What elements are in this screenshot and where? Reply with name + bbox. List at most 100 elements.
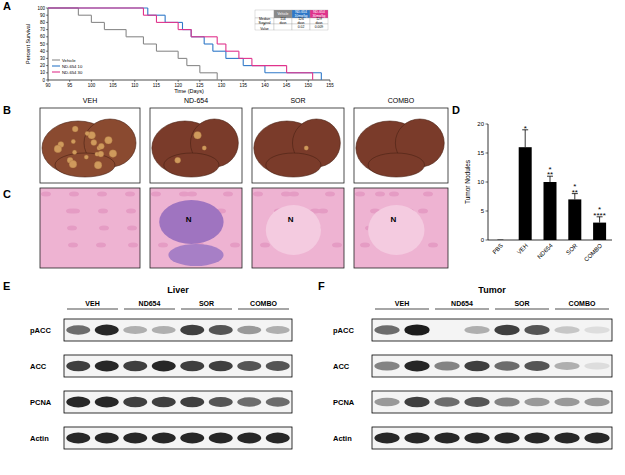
- significance: *: [573, 182, 576, 191]
- nodule: [194, 131, 202, 139]
- x-tick: [113, 80, 114, 82]
- group-underline: [375, 309, 429, 310]
- legend-label: ND-654 30: [62, 70, 83, 75]
- figure: ABCDEF0102030405060708090100909510010511…: [0, 0, 625, 475]
- x-tick: [221, 80, 222, 82]
- plot-area: [48, 8, 321, 80]
- band: [464, 361, 489, 371]
- histology-frame: [354, 188, 448, 268]
- legend: VehicleND-654 10ND-654 30: [52, 58, 83, 75]
- step-riser: [156, 15, 157, 22]
- y-axis-title: Percent Survival: [25, 24, 31, 64]
- panel-letter: D: [452, 104, 460, 116]
- y-tick-label: 80: [40, 20, 46, 25]
- band: [209, 397, 233, 407]
- nodule: [98, 143, 104, 149]
- nodule: [72, 126, 78, 132]
- group-underline: [495, 309, 549, 310]
- y-tick-label: 50: [40, 42, 46, 47]
- band: [554, 433, 579, 444]
- band: [152, 433, 176, 444]
- tissue-texture: [125, 192, 135, 197]
- text-line: Vehicle: [278, 12, 289, 16]
- group-underline: [238, 309, 289, 310]
- blot-strip: [372, 355, 612, 377]
- liver-lobe: [368, 153, 424, 177]
- x-tick-label: PBS: [491, 242, 504, 255]
- x-tick: [91, 80, 92, 82]
- x-axis: [48, 80, 330, 81]
- plot-area: [497, 130, 606, 240]
- tissue-texture: [66, 209, 76, 214]
- band: [494, 433, 519, 444]
- tissue-texture: [360, 243, 370, 248]
- group-underline: [124, 309, 175, 310]
- table-cell: [310, 24, 328, 30]
- photo-frame: [40, 108, 140, 183]
- step-segment: [156, 51, 178, 52]
- significance: *: [548, 165, 551, 174]
- bar: [494, 240, 507, 241]
- band: [266, 433, 290, 444]
- blot-strip: [372, 427, 612, 449]
- step-riser: [178, 51, 179, 58]
- x-tick: [134, 80, 135, 82]
- step-riser: [126, 30, 127, 37]
- bar: [593, 223, 606, 240]
- x-tick-label: 105: [109, 83, 117, 88]
- photo-frame: [252, 108, 344, 183]
- error-bar: [497, 240, 503, 241]
- tissue-texture: [68, 243, 78, 248]
- step-riser: [312, 73, 313, 80]
- y-tick-label: 15: [477, 150, 484, 156]
- band: [494, 361, 519, 370]
- step-riser: [264, 66, 265, 73]
- row-label: PCNA: [30, 398, 52, 407]
- band: [180, 325, 204, 335]
- band: [66, 397, 90, 408]
- y-tick-label: 90: [40, 13, 46, 18]
- y-axis-title: Tumor Nodules: [464, 159, 471, 204]
- legend-swatch: [52, 59, 60, 60]
- tumor-region: [168, 244, 223, 266]
- y-tick: [46, 8, 48, 9]
- y-tick: [46, 51, 48, 52]
- step-riser: [225, 51, 226, 58]
- step-riser: [251, 58, 252, 65]
- tissue-texture: [98, 209, 108, 214]
- band: [209, 361, 233, 371]
- nodule: [105, 136, 113, 144]
- x-tick-label: 145: [283, 83, 291, 88]
- x-tick-label: VEH: [516, 242, 529, 255]
- tissue-texture: [96, 243, 106, 248]
- blot-strip: [372, 319, 612, 341]
- band: [123, 361, 147, 371]
- band: [152, 397, 176, 407]
- blot-strip: [64, 319, 292, 341]
- histology-frame: [40, 188, 140, 268]
- tissue-texture: [325, 192, 335, 197]
- necrosis-mark: N: [186, 215, 192, 224]
- bar: [519, 147, 532, 240]
- x-tick: [243, 80, 244, 82]
- row-label: PCNA: [333, 398, 355, 407]
- band: [237, 361, 261, 371]
- group-underline: [181, 309, 232, 310]
- tissue-texture: [69, 192, 79, 197]
- step-riser: [178, 22, 179, 29]
- blot-title: Liver: [167, 285, 189, 295]
- x-tick-label: 100: [88, 83, 96, 88]
- x-tick-label: COMBO: [583, 242, 604, 263]
- group-underline: [67, 309, 118, 310]
- y-tick: [46, 72, 48, 73]
- step-segment: [213, 51, 226, 52]
- band: [180, 361, 204, 371]
- survival-chart: 0102030405060708090100909510010511011512…: [25, 6, 334, 94]
- y-tick-label: 30: [40, 56, 46, 61]
- band: [66, 433, 90, 444]
- nodule: [72, 150, 76, 154]
- tissue-texture: [418, 209, 428, 214]
- group-label: COMBO: [569, 300, 596, 307]
- tissue-texture: [41, 192, 51, 197]
- step-segment: [287, 72, 313, 73]
